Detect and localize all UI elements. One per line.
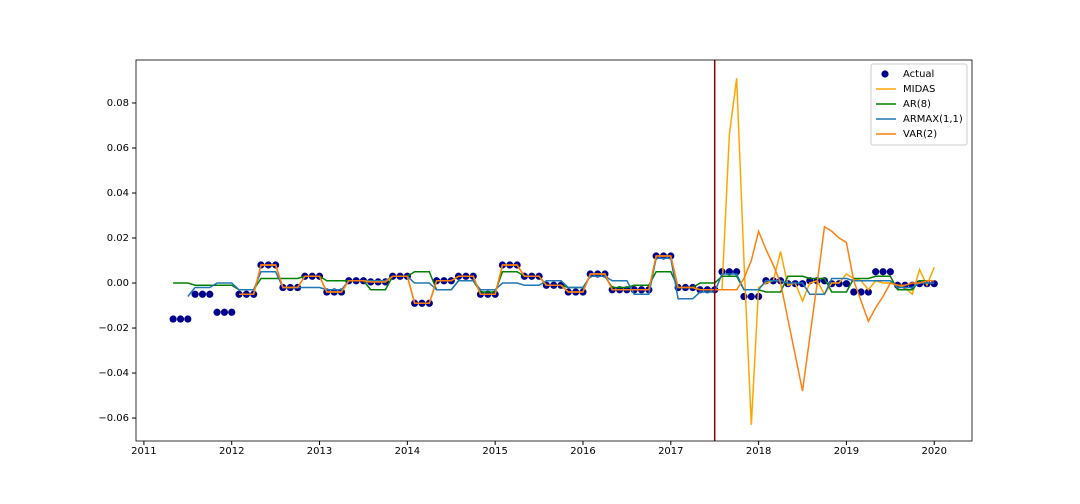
legend-label: VAR(2) bbox=[903, 129, 937, 140]
actual-point bbox=[228, 308, 236, 316]
actual-point bbox=[198, 290, 207, 298]
y-tick-label: 0.02 bbox=[107, 233, 129, 244]
x-tick-label: 2011 bbox=[131, 446, 156, 457]
series-line bbox=[187, 257, 935, 300]
y-tick-label: 0.04 bbox=[107, 188, 129, 199]
actual-point bbox=[235, 290, 243, 298]
y-tick-label: 0.08 bbox=[107, 98, 129, 109]
series-line bbox=[239, 225, 935, 392]
actual-point bbox=[842, 280, 851, 288]
x-tick-label: 2019 bbox=[834, 446, 859, 457]
actual-point bbox=[879, 268, 887, 276]
legend-label: ARMAX(1,1) bbox=[903, 114, 963, 125]
legend-label: AR(8) bbox=[903, 99, 931, 110]
actual-point bbox=[740, 292, 748, 301]
actual-point bbox=[857, 288, 865, 296]
actual-point bbox=[191, 290, 199, 298]
y-tick-label: −0.06 bbox=[98, 413, 129, 424]
x-tick-label: 2020 bbox=[922, 446, 947, 457]
y-tick-label: −0.04 bbox=[98, 368, 129, 379]
plot-frame bbox=[135, 59, 973, 442]
x-tick-label: 2018 bbox=[746, 446, 771, 457]
legend-box bbox=[870, 63, 968, 146]
x-tick-label: 2013 bbox=[307, 446, 332, 457]
actual-point bbox=[213, 308, 221, 316]
x-tick-label: 2012 bbox=[219, 446, 244, 457]
y-tick-label: −0.02 bbox=[98, 323, 129, 334]
actual-point bbox=[872, 268, 880, 276]
actual-point bbox=[176, 315, 185, 323]
legend-label: MIDAS bbox=[903, 84, 935, 95]
x-tick-label: 2016 bbox=[570, 446, 595, 457]
actual-point bbox=[864, 288, 872, 296]
y-tick-label: 0.06 bbox=[107, 143, 129, 154]
actual-point bbox=[169, 315, 177, 323]
x-tick-label: 2014 bbox=[395, 446, 420, 457]
actual-point bbox=[206, 290, 214, 298]
actual-point bbox=[220, 308, 229, 316]
y-tick-label: 0.00 bbox=[107, 278, 129, 289]
actual-point bbox=[886, 268, 894, 276]
actual-point bbox=[184, 315, 192, 323]
x-tick-label: 2015 bbox=[482, 446, 507, 457]
legend-label: Actual bbox=[903, 69, 934, 80]
actual-point bbox=[747, 292, 755, 301]
legend-marker bbox=[881, 70, 889, 78]
x-tick-label: 2017 bbox=[658, 446, 683, 457]
actual-point bbox=[850, 288, 858, 296]
